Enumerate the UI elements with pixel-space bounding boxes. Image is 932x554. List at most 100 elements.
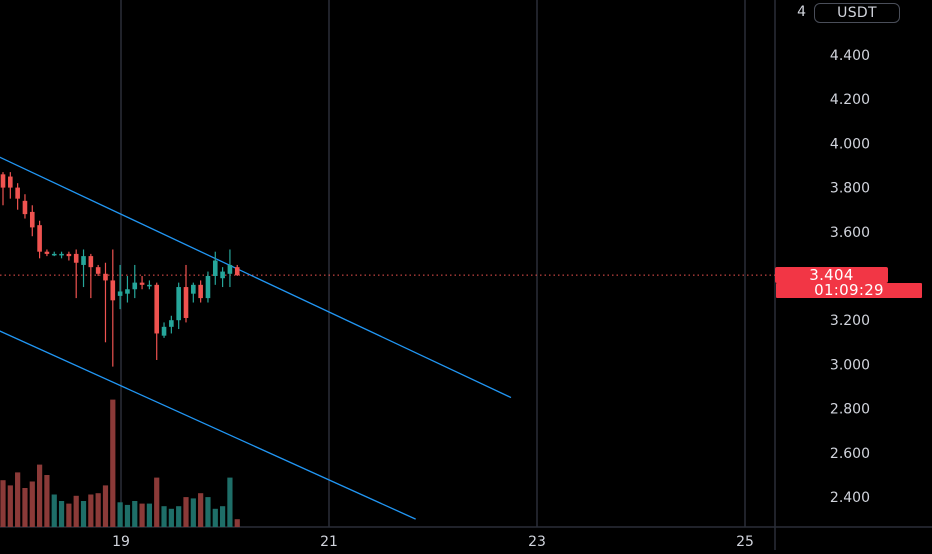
- candle-body: [0, 174, 6, 188]
- candle[interactable]: [234, 264, 240, 276]
- candle[interactable]: [37, 220, 42, 259]
- volume-bar: [88, 494, 94, 527]
- price-tick-label: 2.800: [830, 402, 870, 418]
- volume-bar: [44, 475, 50, 527]
- candle[interactable]: [88, 253, 94, 299]
- candle[interactable]: [29, 205, 35, 237]
- candles[interactable]: [0, 172, 240, 367]
- candle-body: [59, 253, 64, 256]
- candle[interactable]: [15, 183, 20, 210]
- volume-bar: [124, 504, 131, 527]
- candle[interactable]: [176, 282, 181, 330]
- last-price-tag: 3.404: [775, 267, 888, 283]
- candle[interactable]: [110, 249, 116, 367]
- candle[interactable]: [183, 264, 189, 323]
- candle[interactable]: [66, 251, 72, 261]
- candle[interactable]: [103, 262, 108, 343]
- volume-bar: [80, 501, 87, 527]
- volume-bar: [95, 493, 101, 527]
- candle-body: [234, 267, 240, 276]
- candle[interactable]: [95, 264, 101, 276]
- volume-bar: [154, 477, 160, 527]
- candle-body: [220, 271, 225, 279]
- currency-badge[interactable]: USDT: [814, 3, 900, 23]
- channel-trendline[interactable]: [0, 137, 512, 399]
- candle[interactable]: [44, 249, 50, 257]
- candle-body: [198, 284, 203, 299]
- volume-bar: [183, 497, 189, 527]
- candle[interactable]: [59, 251, 64, 259]
- candle-body: [15, 187, 20, 199]
- price-tick-label: 3.800: [830, 181, 870, 197]
- volume-bar: [234, 519, 240, 527]
- candle[interactable]: [212, 251, 218, 285]
- candle-body: [8, 176, 13, 188]
- price-tick-label: 2.400: [830, 490, 870, 506]
- countdown-value: 01:09:29: [814, 281, 884, 299]
- volume-bar: [29, 481, 35, 527]
- candle[interactable]: [154, 282, 160, 360]
- candle[interactable]: [73, 249, 79, 299]
- time-tick-label: 19: [112, 534, 130, 550]
- candle-body: [66, 253, 72, 257]
- candle[interactable]: [161, 322, 167, 338]
- candle[interactable]: [51, 251, 57, 257]
- candle[interactable]: [220, 267, 225, 288]
- price-tick-label: 3.000: [830, 357, 870, 373]
- volume-bar: [15, 472, 21, 527]
- candle[interactable]: [139, 276, 145, 290]
- candle-body: [95, 267, 101, 274]
- candle[interactable]: [198, 280, 203, 303]
- volume-bar: [139, 503, 145, 527]
- price-tick-label: 3.200: [830, 313, 870, 329]
- candle[interactable]: [147, 280, 152, 290]
- candle-body: [183, 287, 189, 318]
- volume-bar: [198, 493, 204, 527]
- countdown-tag: 01:09:29: [776, 283, 922, 298]
- candle-body: [212, 260, 218, 276]
- candle-body: [110, 280, 116, 301]
- candle-body: [44, 251, 50, 254]
- trendlines[interactable]: [0, 137, 512, 520]
- volume-bars: [0, 399, 240, 527]
- candle-body: [161, 326, 167, 336]
- candle[interactable]: [117, 264, 123, 310]
- candle-body: [51, 253, 57, 256]
- volume-bar: [220, 506, 226, 527]
- candle[interactable]: [22, 194, 28, 219]
- volume-bar: [22, 488, 28, 527]
- candle[interactable]: [0, 172, 6, 206]
- time-axis[interactable]: 19 21 23 25: [112, 534, 754, 550]
- candle-body: [176, 287, 181, 321]
- volume-bar: [37, 464, 43, 527]
- candle[interactable]: [132, 264, 138, 299]
- candle[interactable]: [81, 249, 86, 288]
- price-tick-label: 4.400: [830, 48, 870, 64]
- channel-trendline[interactable]: [0, 311, 416, 520]
- candle[interactable]: [227, 249, 233, 288]
- candle-body: [125, 289, 130, 294]
- time-tick-label: 21: [320, 534, 338, 550]
- candle[interactable]: [125, 276, 130, 303]
- candle-body: [132, 282, 138, 290]
- price-tick-label-partial: 4: [797, 4, 806, 20]
- candle-body: [29, 211, 35, 228]
- candle-body: [154, 284, 160, 334]
- volume-bar: [66, 503, 72, 527]
- candle-body: [139, 282, 145, 285]
- candle[interactable]: [205, 271, 211, 303]
- last-price-value: 3.404: [809, 266, 854, 284]
- candle[interactable]: [8, 172, 13, 199]
- candle[interactable]: [191, 282, 196, 303]
- candle-body: [37, 225, 42, 252]
- price-axis[interactable]: 4.4004.2004.0003.8003.6003.4003.2003.000…: [797, 4, 870, 506]
- candle[interactable]: [169, 315, 174, 334]
- candle-body: [147, 284, 152, 287]
- price-tick-label: 4.000: [830, 136, 870, 152]
- time-tick-label: 25: [736, 534, 754, 550]
- candle-body: [191, 284, 196, 294]
- volume-bar: [212, 508, 218, 527]
- price-tick-label: 2.600: [830, 446, 870, 462]
